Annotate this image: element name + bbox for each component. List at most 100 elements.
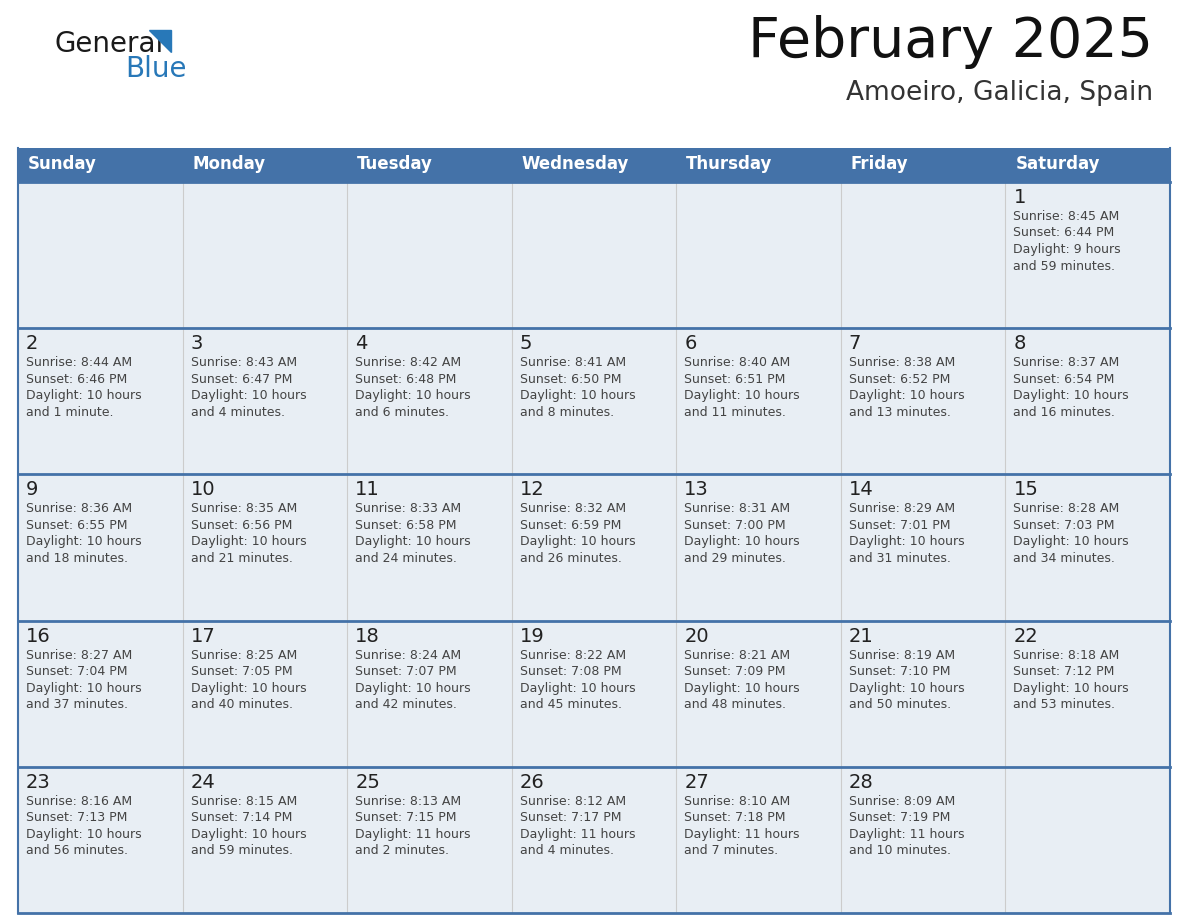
Text: February 2025: February 2025 (748, 15, 1154, 69)
Text: Sunrise: 8:29 AM: Sunrise: 8:29 AM (849, 502, 955, 515)
Text: 17: 17 (190, 627, 215, 645)
Text: Daylight: 10 hours: Daylight: 10 hours (26, 681, 141, 695)
Text: Sunrise: 8:22 AM: Sunrise: 8:22 AM (519, 649, 626, 662)
Text: 10: 10 (190, 480, 215, 499)
Text: Sunrise: 8:42 AM: Sunrise: 8:42 AM (355, 356, 461, 369)
Text: Sunrise: 8:21 AM: Sunrise: 8:21 AM (684, 649, 790, 662)
Text: Sunset: 6:52 PM: Sunset: 6:52 PM (849, 373, 950, 386)
Text: Sunset: 6:58 PM: Sunset: 6:58 PM (355, 519, 456, 532)
Text: Sunset: 6:50 PM: Sunset: 6:50 PM (519, 373, 621, 386)
Text: Sunrise: 8:43 AM: Sunrise: 8:43 AM (190, 356, 297, 369)
Text: 20: 20 (684, 627, 709, 645)
Text: Daylight: 10 hours: Daylight: 10 hours (190, 389, 307, 402)
Text: Sunrise: 8:09 AM: Sunrise: 8:09 AM (849, 795, 955, 808)
Bar (18, 329, 1170, 475)
Text: Daylight: 10 hours: Daylight: 10 hours (684, 389, 800, 402)
Text: 18: 18 (355, 627, 380, 645)
Text: Monday: Monday (192, 155, 266, 173)
Text: Daylight: 10 hours: Daylight: 10 hours (1013, 389, 1129, 402)
Text: Sunrise: 8:36 AM: Sunrise: 8:36 AM (26, 502, 132, 515)
Text: 4: 4 (355, 334, 367, 353)
Text: Sunrise: 8:41 AM: Sunrise: 8:41 AM (519, 356, 626, 369)
Text: Sunrise: 8:13 AM: Sunrise: 8:13 AM (355, 795, 461, 808)
Text: Sunrise: 8:40 AM: Sunrise: 8:40 AM (684, 356, 790, 369)
Bar (18, 148, 1170, 182)
Text: 24: 24 (190, 773, 215, 792)
Text: and 1 minute.: and 1 minute. (26, 406, 114, 419)
Text: 19: 19 (519, 627, 544, 645)
Text: Sunrise: 8:37 AM: Sunrise: 8:37 AM (1013, 356, 1119, 369)
Text: Daylight: 10 hours: Daylight: 10 hours (355, 389, 470, 402)
Text: Sunset: 7:19 PM: Sunset: 7:19 PM (849, 812, 950, 824)
Text: Blue: Blue (125, 55, 187, 83)
Text: Sunset: 7:15 PM: Sunset: 7:15 PM (355, 812, 456, 824)
Text: 25: 25 (355, 773, 380, 792)
Text: Sunset: 6:56 PM: Sunset: 6:56 PM (190, 519, 292, 532)
Text: Daylight: 10 hours: Daylight: 10 hours (190, 828, 307, 841)
Text: Sunset: 7:12 PM: Sunset: 7:12 PM (1013, 666, 1114, 678)
Text: and 50 minutes.: and 50 minutes. (849, 698, 950, 711)
Text: Daylight: 10 hours: Daylight: 10 hours (849, 681, 965, 695)
Text: Sunset: 7:05 PM: Sunset: 7:05 PM (190, 666, 292, 678)
Text: Sunset: 7:18 PM: Sunset: 7:18 PM (684, 812, 785, 824)
Text: Amoeiro, Galicia, Spain: Amoeiro, Galicia, Spain (846, 80, 1154, 106)
Text: Sunday: Sunday (29, 155, 97, 173)
Text: 21: 21 (849, 627, 873, 645)
Text: Thursday: Thursday (687, 155, 772, 173)
Text: 15: 15 (1013, 480, 1038, 499)
Text: and 31 minutes.: and 31 minutes. (849, 552, 950, 565)
Text: 3: 3 (190, 334, 203, 353)
Text: and 6 minutes.: and 6 minutes. (355, 406, 449, 419)
Text: Daylight: 11 hours: Daylight: 11 hours (355, 828, 470, 841)
Text: 28: 28 (849, 773, 873, 792)
Text: Daylight: 9 hours: Daylight: 9 hours (1013, 243, 1121, 256)
Text: Daylight: 10 hours: Daylight: 10 hours (1013, 535, 1129, 548)
Text: Friday: Friday (851, 155, 909, 173)
Text: and 48 minutes.: and 48 minutes. (684, 698, 786, 711)
Text: 2: 2 (26, 334, 38, 353)
Text: 1: 1 (1013, 188, 1025, 207)
Text: and 40 minutes.: and 40 minutes. (190, 698, 292, 711)
Text: Daylight: 10 hours: Daylight: 10 hours (519, 681, 636, 695)
Text: Saturday: Saturday (1016, 155, 1100, 173)
Text: Daylight: 10 hours: Daylight: 10 hours (849, 389, 965, 402)
Text: Daylight: 10 hours: Daylight: 10 hours (519, 535, 636, 548)
Text: Sunrise: 8:16 AM: Sunrise: 8:16 AM (26, 795, 132, 808)
Text: Sunrise: 8:38 AM: Sunrise: 8:38 AM (849, 356, 955, 369)
Text: and 34 minutes.: and 34 minutes. (1013, 552, 1116, 565)
Text: Sunset: 6:59 PM: Sunset: 6:59 PM (519, 519, 621, 532)
Text: and 16 minutes.: and 16 minutes. (1013, 406, 1116, 419)
Text: 14: 14 (849, 480, 873, 499)
Text: Sunset: 6:47 PM: Sunset: 6:47 PM (190, 373, 292, 386)
Text: Daylight: 11 hours: Daylight: 11 hours (849, 828, 965, 841)
Text: and 29 minutes.: and 29 minutes. (684, 552, 786, 565)
Text: Daylight: 10 hours: Daylight: 10 hours (26, 535, 141, 548)
Text: 9: 9 (26, 480, 38, 499)
Text: Daylight: 11 hours: Daylight: 11 hours (519, 828, 636, 841)
Text: Sunrise: 8:28 AM: Sunrise: 8:28 AM (1013, 502, 1119, 515)
Text: and 56 minutes.: and 56 minutes. (26, 845, 128, 857)
Text: and 42 minutes.: and 42 minutes. (355, 698, 457, 711)
Text: and 26 minutes.: and 26 minutes. (519, 552, 621, 565)
Text: Sunrise: 8:33 AM: Sunrise: 8:33 AM (355, 502, 461, 515)
Text: Sunset: 7:17 PM: Sunset: 7:17 PM (519, 812, 621, 824)
Text: Daylight: 10 hours: Daylight: 10 hours (519, 389, 636, 402)
Text: Sunset: 7:09 PM: Sunset: 7:09 PM (684, 666, 785, 678)
Text: Daylight: 10 hours: Daylight: 10 hours (190, 535, 307, 548)
Text: Sunrise: 8:15 AM: Sunrise: 8:15 AM (190, 795, 297, 808)
Text: Sunset: 6:55 PM: Sunset: 6:55 PM (26, 519, 127, 532)
Text: Sunset: 7:10 PM: Sunset: 7:10 PM (849, 666, 950, 678)
Text: Daylight: 10 hours: Daylight: 10 hours (26, 389, 141, 402)
Text: Daylight: 10 hours: Daylight: 10 hours (355, 535, 470, 548)
Text: 23: 23 (26, 773, 51, 792)
Text: Daylight: 10 hours: Daylight: 10 hours (849, 535, 965, 548)
Text: Sunset: 7:01 PM: Sunset: 7:01 PM (849, 519, 950, 532)
Text: and 21 minutes.: and 21 minutes. (190, 552, 292, 565)
Text: Tuesday: Tuesday (358, 155, 432, 173)
Text: General: General (55, 30, 164, 58)
Text: Sunrise: 8:10 AM: Sunrise: 8:10 AM (684, 795, 790, 808)
Text: Sunrise: 8:31 AM: Sunrise: 8:31 AM (684, 502, 790, 515)
Text: and 11 minutes.: and 11 minutes. (684, 406, 786, 419)
Text: 12: 12 (519, 480, 544, 499)
Text: and 24 minutes.: and 24 minutes. (355, 552, 457, 565)
